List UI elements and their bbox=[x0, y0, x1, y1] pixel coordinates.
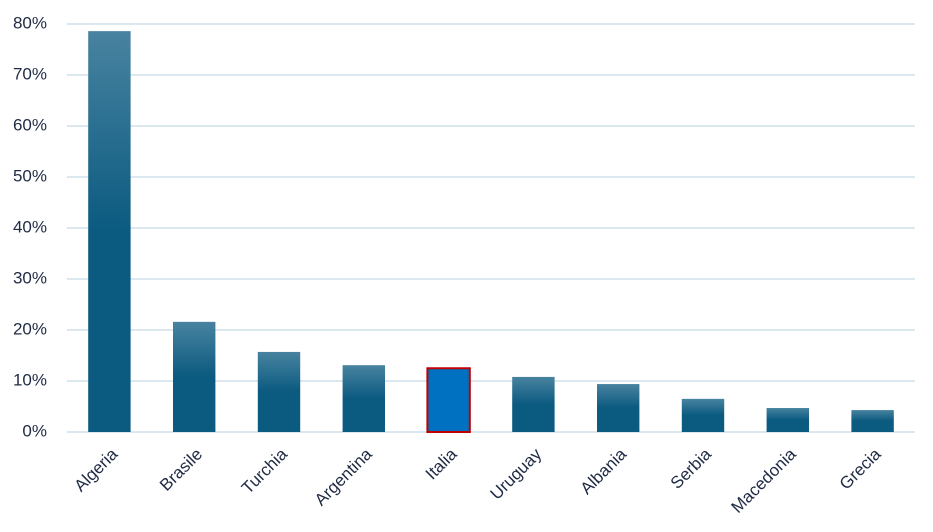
x-tick-label: Macedonia bbox=[728, 444, 801, 517]
y-tick-label: 30% bbox=[13, 268, 47, 287]
bar bbox=[88, 31, 131, 432]
bar bbox=[681, 398, 725, 432]
y-tick-label: 70% bbox=[13, 64, 47, 83]
y-tick-label: 60% bbox=[13, 115, 47, 134]
y-tick-label: 80% bbox=[13, 13, 47, 32]
x-tick-label: Italia bbox=[422, 444, 461, 483]
bar bbox=[597, 384, 640, 432]
y-tick-label: 40% bbox=[13, 217, 47, 236]
x-tick-label: Turchia bbox=[238, 444, 291, 497]
bar bbox=[257, 351, 301, 432]
x-tick-label: Uruguay bbox=[487, 444, 546, 503]
y-tick-label: 20% bbox=[13, 319, 47, 338]
x-tick-label: Albania bbox=[577, 444, 631, 498]
x-tick-label: Brasile bbox=[156, 445, 206, 495]
bar bbox=[173, 321, 216, 432]
x-tick-label: Serbia bbox=[667, 444, 716, 493]
bar bbox=[851, 410, 894, 432]
y-tick-label: 10% bbox=[13, 370, 47, 389]
x-tick-label: Argentina bbox=[311, 444, 376, 509]
bar bbox=[512, 376, 555, 432]
x-tick-label: Grecia bbox=[836, 444, 885, 493]
y-tick-label: 50% bbox=[13, 166, 47, 185]
bar bbox=[766, 408, 809, 432]
x-tick-label: Algeria bbox=[71, 444, 122, 495]
bar bbox=[342, 365, 385, 432]
y-tick-label: 0% bbox=[22, 421, 47, 440]
bar bbox=[426, 367, 471, 433]
